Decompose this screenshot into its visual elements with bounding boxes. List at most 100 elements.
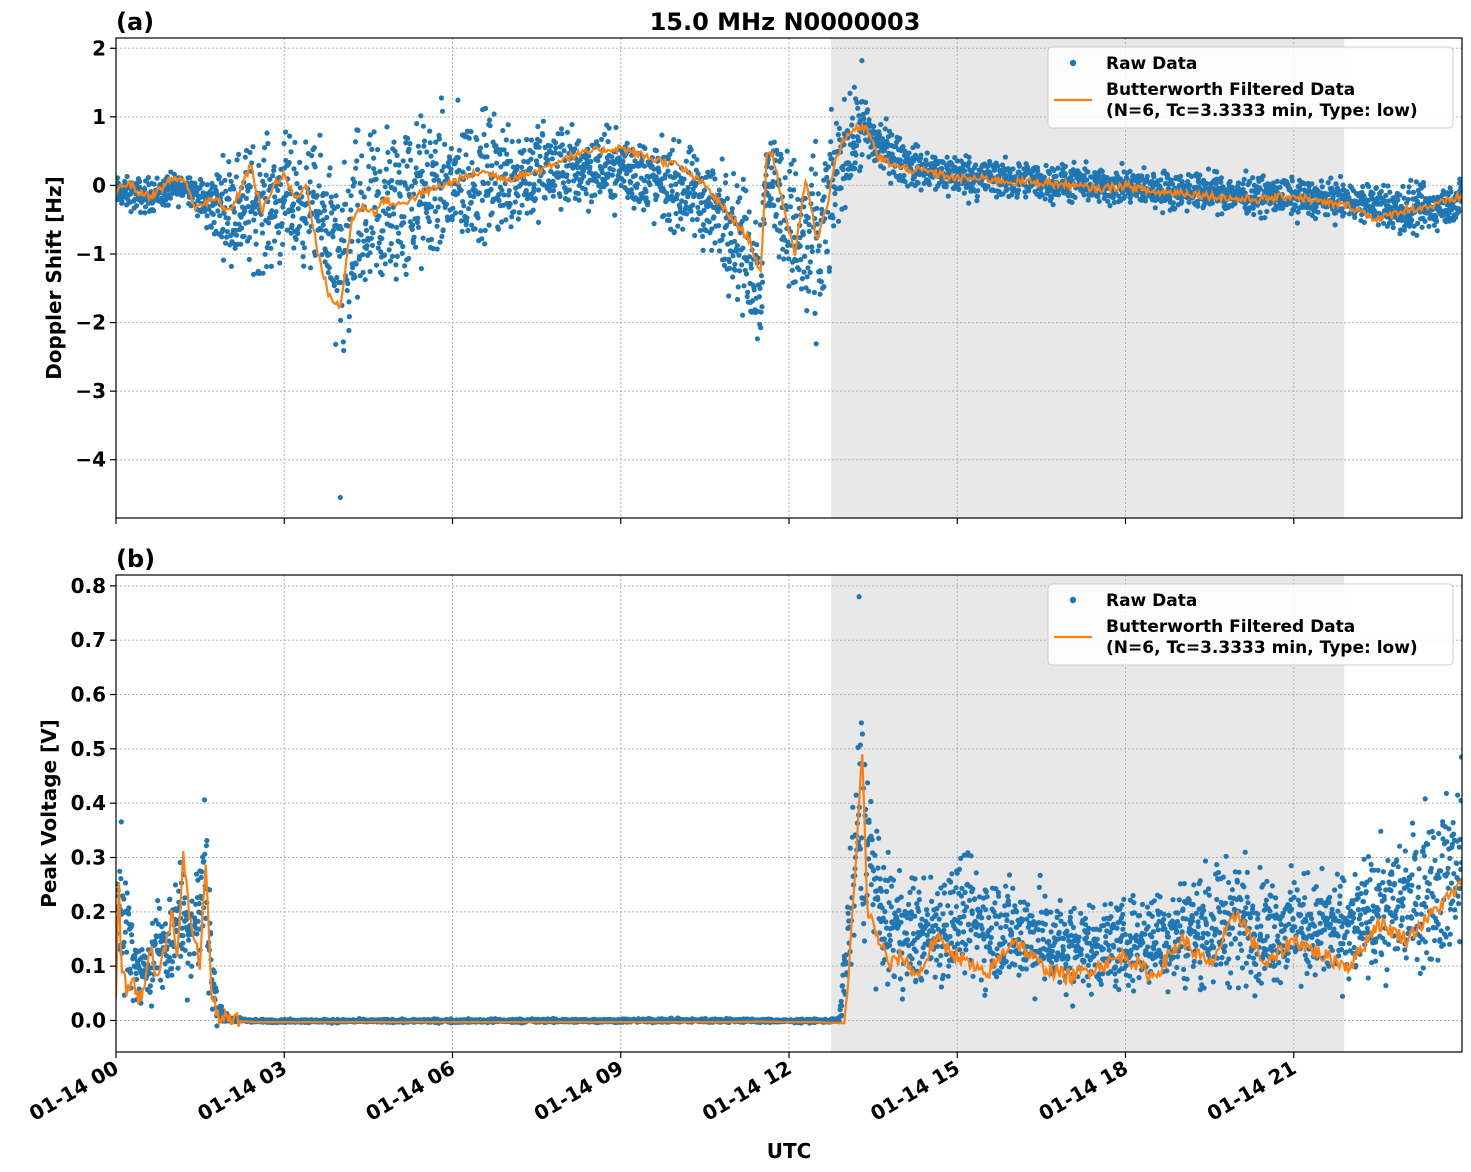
raw-data-point bbox=[851, 84, 858, 90]
raw-data-point bbox=[461, 203, 467, 209]
raw-data-point bbox=[121, 896, 127, 902]
raw-data-point bbox=[344, 287, 350, 294]
raw-data-point bbox=[435, 204, 441, 210]
raw-data-point bbox=[321, 207, 328, 214]
raw-data-point bbox=[734, 183, 740, 189]
raw-data-point bbox=[776, 254, 782, 260]
raw-data-point bbox=[288, 149, 294, 155]
raw-data-point bbox=[158, 195, 165, 201]
raw-data-point bbox=[1110, 195, 1116, 201]
raw-data-point bbox=[421, 138, 428, 144]
raw-data-point bbox=[1426, 223, 1432, 229]
raw-data-point bbox=[387, 159, 393, 165]
raw-data-point bbox=[530, 150, 536, 156]
raw-data-point bbox=[198, 194, 204, 200]
raw-data-point bbox=[423, 210, 429, 216]
raw-data-point bbox=[280, 204, 286, 210]
raw-data-point bbox=[826, 265, 833, 271]
raw-data-point bbox=[757, 285, 763, 291]
raw-data-point bbox=[1352, 214, 1358, 220]
raw-data-point bbox=[1381, 182, 1387, 188]
raw-data-point bbox=[396, 230, 402, 236]
raw-data-point bbox=[455, 155, 461, 161]
raw-data-point bbox=[878, 121, 884, 128]
raw-data-point bbox=[333, 341, 339, 347]
raw-data-point bbox=[479, 236, 485, 242]
raw-data-point bbox=[774, 147, 780, 153]
raw-data-point bbox=[1035, 168, 1041, 174]
raw-data-point bbox=[1227, 178, 1233, 185]
raw-data-point bbox=[822, 161, 828, 167]
raw-data-point bbox=[830, 215, 836, 221]
raw-data-point bbox=[1315, 209, 1321, 215]
raw-data-point bbox=[833, 120, 840, 126]
raw-data-point bbox=[1213, 181, 1219, 187]
raw-data-point bbox=[511, 209, 517, 215]
raw-data-point bbox=[828, 139, 834, 145]
raw-data-point bbox=[850, 115, 856, 121]
raw-data-point bbox=[353, 261, 359, 267]
raw-data-point bbox=[582, 186, 588, 192]
raw-data-point bbox=[824, 174, 830, 180]
raw-data-point bbox=[605, 139, 611, 145]
raw-data-point bbox=[674, 191, 680, 198]
raw-data-point bbox=[1339, 206, 1345, 212]
raw-data-point bbox=[455, 97, 461, 103]
raw-data-point bbox=[821, 194, 827, 200]
legend-box bbox=[1047, 46, 1454, 129]
raw-data-point bbox=[716, 248, 723, 254]
raw-data-point bbox=[202, 208, 208, 214]
raw-data-point bbox=[697, 228, 704, 234]
raw-data-point bbox=[856, 113, 862, 119]
raw-data-point bbox=[317, 210, 323, 216]
raw-data-point bbox=[444, 175, 450, 181]
raw-data-point bbox=[246, 256, 252, 263]
raw-data-point bbox=[418, 266, 424, 272]
raw-data-point bbox=[784, 249, 790, 255]
raw-data-point bbox=[592, 192, 598, 198]
y-tick-label: 2 bbox=[92, 36, 106, 60]
raw-data-point bbox=[484, 163, 491, 169]
raw-data-point bbox=[407, 140, 413, 147]
raw-data-point bbox=[220, 152, 226, 158]
raw-data-point bbox=[1122, 193, 1128, 199]
raw-data-point bbox=[389, 177, 395, 184]
raw-data-point bbox=[516, 209, 523, 216]
raw-data-point bbox=[838, 185, 844, 191]
raw-data-point bbox=[1361, 219, 1367, 225]
raw-data-point bbox=[897, 157, 904, 163]
raw-data-point bbox=[138, 209, 144, 215]
raw-data-point bbox=[438, 95, 445, 101]
raw-data-point bbox=[249, 208, 255, 214]
raw-data-point bbox=[186, 937, 192, 943]
raw-data-point bbox=[1406, 189, 1412, 195]
raw-data-point bbox=[295, 230, 301, 236]
raw-data-point bbox=[289, 208, 296, 214]
raw-data-point bbox=[1204, 180, 1210, 187]
raw-data-point bbox=[327, 165, 333, 171]
raw-data-point bbox=[906, 150, 912, 156]
raw-data-point bbox=[524, 136, 530, 143]
raw-data-point bbox=[740, 176, 746, 182]
raw-data-point bbox=[452, 159, 459, 165]
raw-data-point bbox=[162, 921, 168, 927]
raw-data-point bbox=[362, 277, 368, 283]
y-tick-label: 1 bbox=[92, 105, 106, 129]
raw-data-point bbox=[437, 239, 443, 245]
raw-data-point bbox=[975, 188, 981, 194]
raw-data-point bbox=[1262, 215, 1268, 221]
raw-data-point bbox=[117, 868, 123, 874]
raw-data-point bbox=[835, 218, 842, 224]
raw-data-point bbox=[805, 215, 811, 221]
raw-data-point bbox=[325, 270, 331, 276]
raw-data-point bbox=[263, 172, 269, 178]
raw-data-point bbox=[788, 193, 794, 199]
raw-data-point bbox=[613, 124, 619, 131]
raw-data-point bbox=[486, 222, 492, 228]
raw-data-point bbox=[995, 163, 1001, 169]
raw-data-point bbox=[628, 187, 635, 193]
raw-data-point bbox=[204, 838, 210, 844]
raw-data-point bbox=[662, 172, 668, 178]
